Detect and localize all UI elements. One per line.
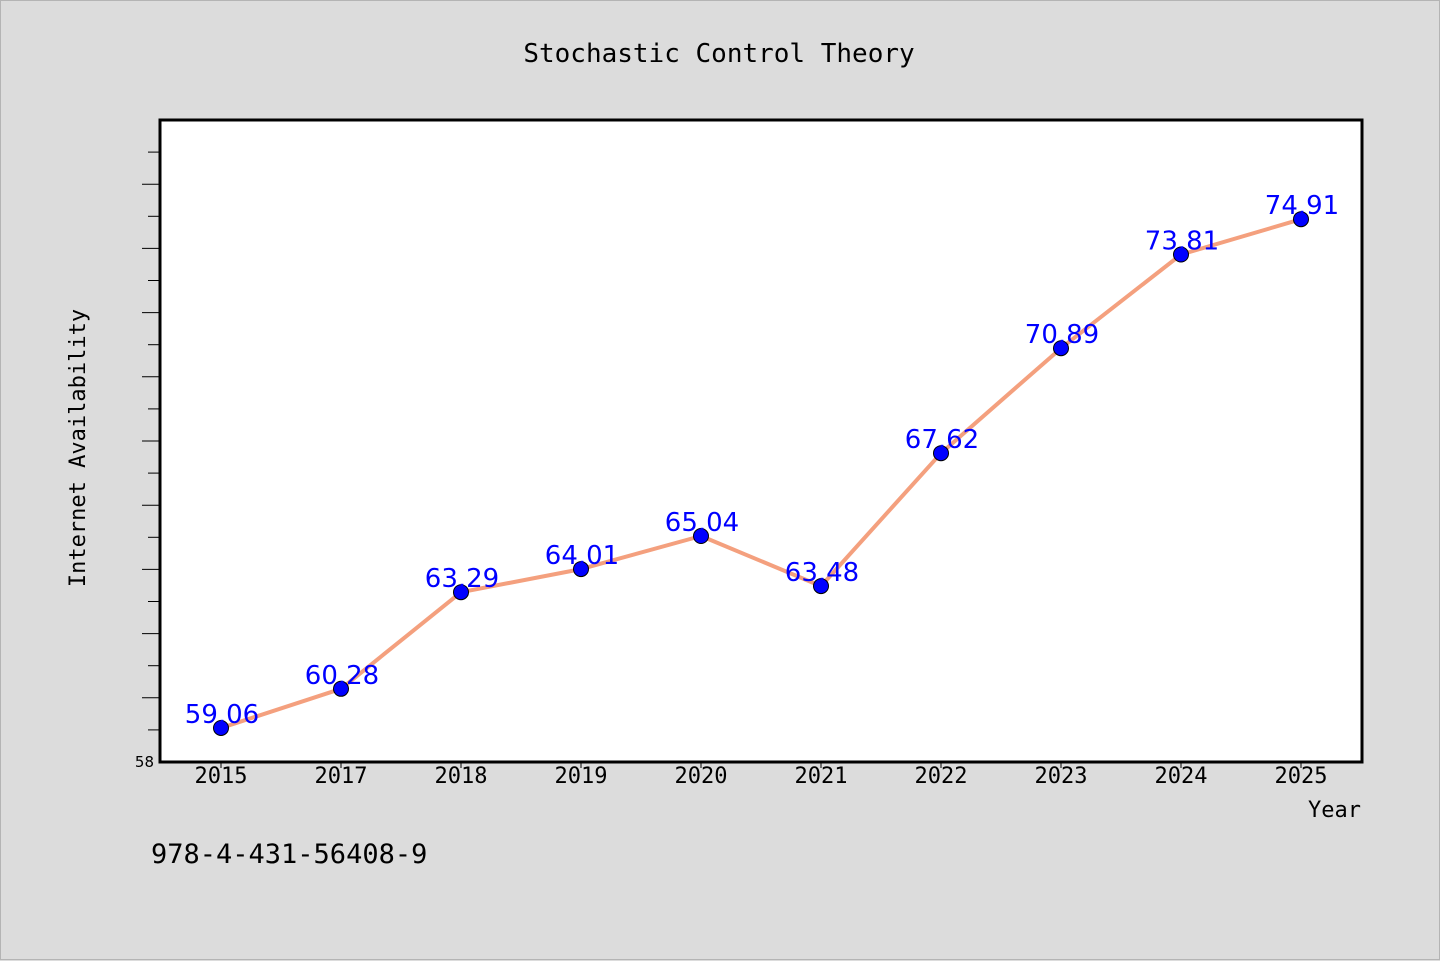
x-tick-label: 2021 bbox=[795, 764, 848, 789]
x-tick-label: 2020 bbox=[675, 764, 728, 789]
x-axis-label: Year bbox=[1308, 798, 1361, 823]
plot-area bbox=[158, 118, 1364, 764]
x-tick-label: 2018 bbox=[435, 764, 488, 789]
data-point bbox=[1173, 246, 1189, 263]
data-point bbox=[333, 680, 349, 697]
x-tick-label: 2023 bbox=[1035, 764, 1088, 789]
chart-title: Stochastic Control Theory bbox=[523, 39, 914, 69]
data-point bbox=[933, 445, 949, 462]
data-label: 70.89 bbox=[1025, 320, 1099, 350]
data-label: 63.48 bbox=[785, 558, 859, 588]
data-label: 65.04 bbox=[665, 508, 739, 538]
data-point bbox=[1053, 340, 1069, 357]
data-label: 73.81 bbox=[1145, 226, 1219, 256]
isbn-footer: 978-4-431-56408-9 bbox=[151, 839, 427, 870]
data-label: 60.28 bbox=[305, 661, 379, 691]
x-tick-label: 2017 bbox=[315, 764, 368, 789]
series-line bbox=[219, 217, 1303, 730]
y-axis-label: Internet Availability bbox=[66, 309, 91, 587]
data-label: 74.91 bbox=[1265, 191, 1339, 221]
y-tick-label-min: 58 bbox=[135, 753, 154, 771]
data-label: 67.62 bbox=[905, 425, 979, 455]
x-tick-label: 2024 bbox=[1155, 764, 1208, 789]
data-label: 64.01 bbox=[545, 541, 619, 571]
data-label: 63.29 bbox=[425, 564, 499, 594]
y-axis-ticks bbox=[142, 151, 160, 731]
x-tick-label: 2015 bbox=[195, 764, 248, 789]
data-point bbox=[813, 578, 829, 595]
series-group: 59.06 60.28 63.29 64.01 65.04 63.48 67.62 70.89… bbox=[185, 191, 1339, 736]
data-label: 59.06 bbox=[185, 700, 259, 730]
data-point bbox=[573, 561, 589, 578]
data-point bbox=[1293, 211, 1309, 228]
x-tick-labels: 2015 2017 2018 2019 2020 2021 2022 2023 2024 2025 bbox=[195, 764, 1328, 789]
data-point bbox=[213, 719, 229, 736]
x-axis-ticks bbox=[220, 762, 1302, 768]
data-point bbox=[453, 584, 469, 601]
x-tick-label: 2019 bbox=[555, 764, 608, 789]
x-tick-label: 2025 bbox=[1275, 764, 1328, 789]
data-point bbox=[693, 528, 709, 545]
x-tick-label: 2022 bbox=[915, 764, 968, 789]
